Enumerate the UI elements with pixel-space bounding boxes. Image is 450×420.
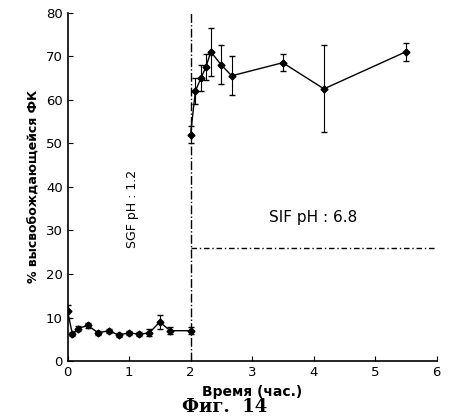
- Text: SIF pH : 6.8: SIF pH : 6.8: [270, 210, 358, 225]
- X-axis label: Время (час.): Время (час.): [202, 385, 302, 399]
- Y-axis label: % высвобождающейся ФК: % высвобождающейся ФК: [27, 90, 40, 284]
- Text: SGF pH : 1.2: SGF pH : 1.2: [126, 170, 139, 248]
- Text: Фиг.  14: Фиг. 14: [182, 398, 268, 416]
